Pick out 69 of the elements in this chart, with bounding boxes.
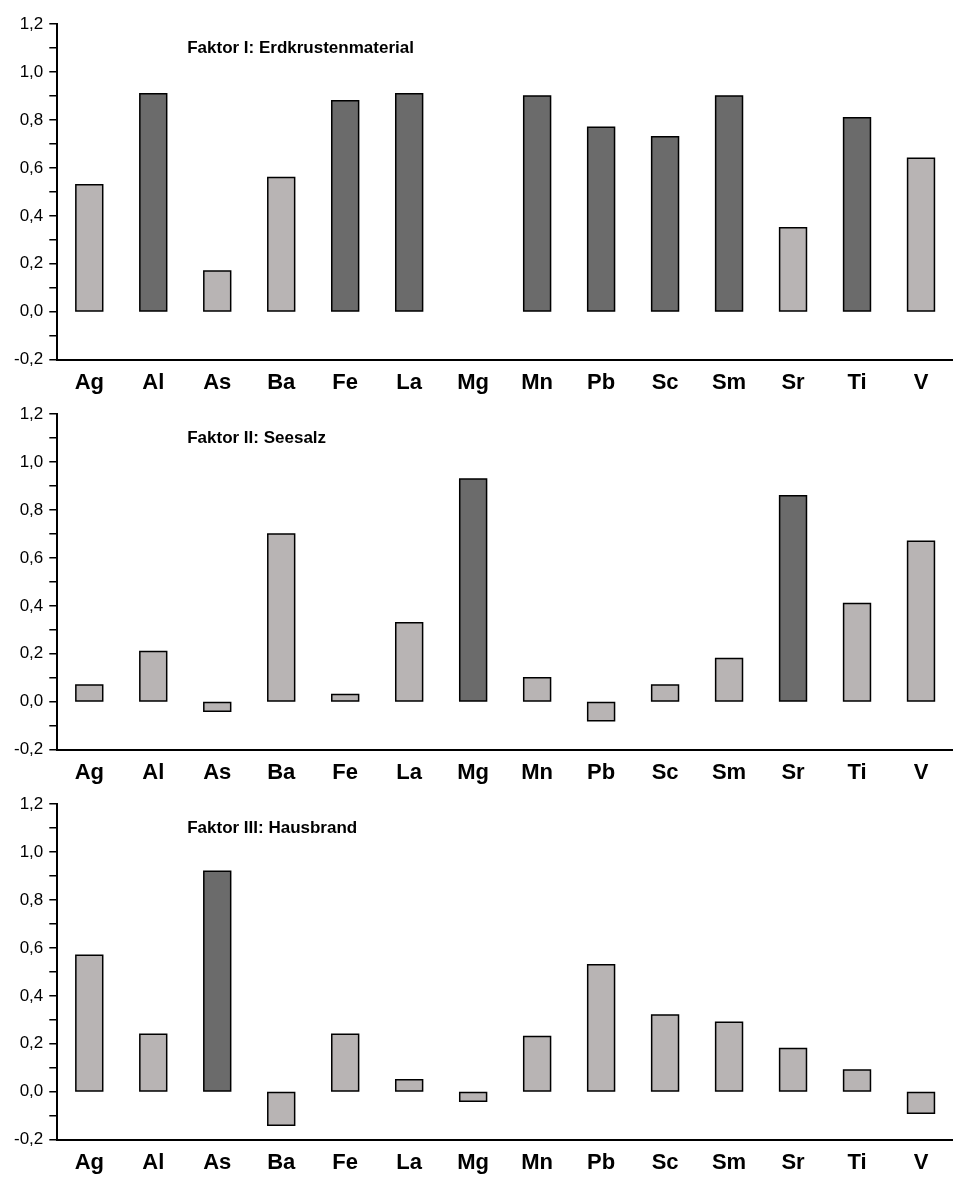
- x-tick-label: La: [396, 368, 423, 394]
- y-tick-label: 0,2: [19, 1033, 44, 1053]
- x-tick-label: Ag: [74, 758, 104, 784]
- x-tick-label: Mg: [457, 758, 490, 784]
- y-tick-label: 0,8: [19, 109, 44, 129]
- x-tick-label: Ti: [847, 368, 867, 394]
- x-tick-label: Ba: [267, 368, 297, 394]
- x-tick-label: Ba: [267, 758, 297, 784]
- y-tick-label: 0,6: [19, 157, 44, 177]
- y-tick-label: 1,0: [19, 61, 44, 81]
- x-tick-label: V: [913, 1148, 929, 1174]
- y-tick-label: 0,8: [19, 499, 44, 519]
- y-tick-label: -0,2: [14, 349, 44, 369]
- text: Faktor II: Seesalz: [187, 427, 327, 447]
- x-tick-label: Pb: [587, 758, 616, 784]
- x-tick-label: Sm: [711, 1148, 747, 1174]
- y-tick-label: 0,4: [19, 205, 44, 225]
- y-tick-label: 0,6: [19, 937, 44, 957]
- x-tick-label: As: [203, 758, 232, 784]
- x-tick-label: Pb: [587, 368, 616, 394]
- x-tick-label: Fe: [332, 1148, 359, 1174]
- y-tick-label: 1,2: [19, 793, 44, 813]
- x-tick-label: Ti: [847, 758, 867, 784]
- y-tick-label: 0,2: [19, 643, 44, 663]
- x-tick-label: Mg: [457, 1148, 490, 1174]
- y-tick-label: 0,0: [19, 301, 44, 321]
- x-tick-label: Sc: [651, 1148, 679, 1174]
- x-tick-label: Sm: [711, 758, 747, 784]
- x-tick-label: Fe: [332, 368, 359, 394]
- text: Faktor III: Hausbrand: [187, 817, 358, 837]
- y-tick-label: 0,6: [19, 547, 44, 567]
- y-tick-label: 1,0: [19, 841, 44, 861]
- x-tick-label: Sr: [781, 1148, 806, 1174]
- x-tick-label: Fe: [332, 758, 359, 784]
- x-tick-label: Mn: [521, 368, 554, 394]
- y-tick-label: -0,2: [14, 739, 44, 759]
- y-tick-label: 0,4: [19, 985, 44, 1005]
- x-tick-label: V: [913, 368, 929, 394]
- x-tick-label: Sm: [711, 368, 747, 394]
- y-tick-label: 0,0: [19, 691, 44, 711]
- x-tick-label: Al: [142, 368, 165, 394]
- y-tick-label: 0,8: [19, 889, 44, 909]
- x-tick-label: V: [913, 758, 929, 784]
- y-tick-label: 0,4: [19, 595, 44, 615]
- x-tick-label: Pb: [587, 1148, 616, 1174]
- y-tick-label: 0,2: [19, 253, 44, 273]
- x-tick-label: Sr: [781, 368, 806, 394]
- x-tick-label: La: [396, 1148, 423, 1174]
- y-tick-label: 1,0: [19, 451, 44, 471]
- x-tick-label: Al: [142, 1148, 165, 1174]
- x-tick-label: Mg: [457, 368, 490, 394]
- x-tick-label: Mn: [521, 1148, 554, 1174]
- x-tick-label: Ag: [74, 368, 104, 394]
- y-tick-label: 0,0: [19, 1081, 44, 1101]
- x-tick-label: La: [396, 758, 423, 784]
- x-tick-label: Ba: [267, 1148, 297, 1174]
- y-tick-label: -0,2: [14, 1129, 44, 1149]
- y-tick-label: 1,2: [19, 13, 44, 33]
- x-tick-label: As: [203, 368, 232, 394]
- x-tick-label: Sc: [651, 758, 679, 784]
- x-tick-label: Ag: [74, 1148, 104, 1174]
- text: Faktor I: Erdkrustenmaterial: [187, 37, 414, 57]
- x-tick-label: Mn: [521, 758, 554, 784]
- x-tick-label: Sr: [781, 758, 806, 784]
- x-tick-label: Ti: [847, 1148, 867, 1174]
- y-tick-label: 1,2: [19, 403, 44, 423]
- x-tick-label: Sc: [651, 368, 679, 394]
- x-tick-label: As: [203, 1148, 232, 1174]
- x-tick-label: Al: [142, 758, 165, 784]
